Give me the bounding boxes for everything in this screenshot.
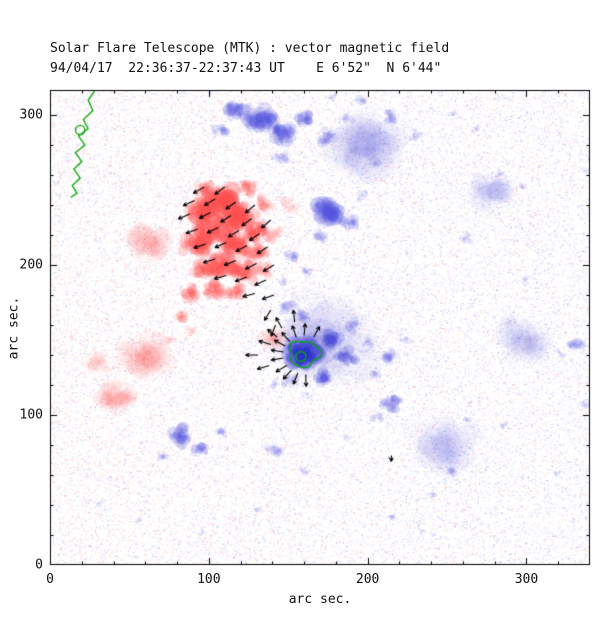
y-tick-label: 300: [19, 107, 43, 123]
x-tick-label: 100: [197, 572, 221, 587]
x-tick-label: 200: [355, 572, 380, 587]
y-tick-label: 0: [35, 557, 43, 573]
x-tick-label: 0: [46, 572, 54, 587]
y-axis-label: arc sec.: [6, 296, 22, 360]
y-tick-label: 200: [19, 257, 43, 273]
x-tick-label: 300: [514, 572, 539, 587]
y-tick-label: 100: [19, 407, 43, 423]
plot-title: Solar Flare Telescope (MTK) : vector mag…: [50, 41, 450, 56]
plot-subtitle: 94/04/17 22:36:37-22:37:43 UT E 6'52" N …: [50, 61, 442, 76]
x-axis-label: arc sec.: [288, 592, 352, 607]
